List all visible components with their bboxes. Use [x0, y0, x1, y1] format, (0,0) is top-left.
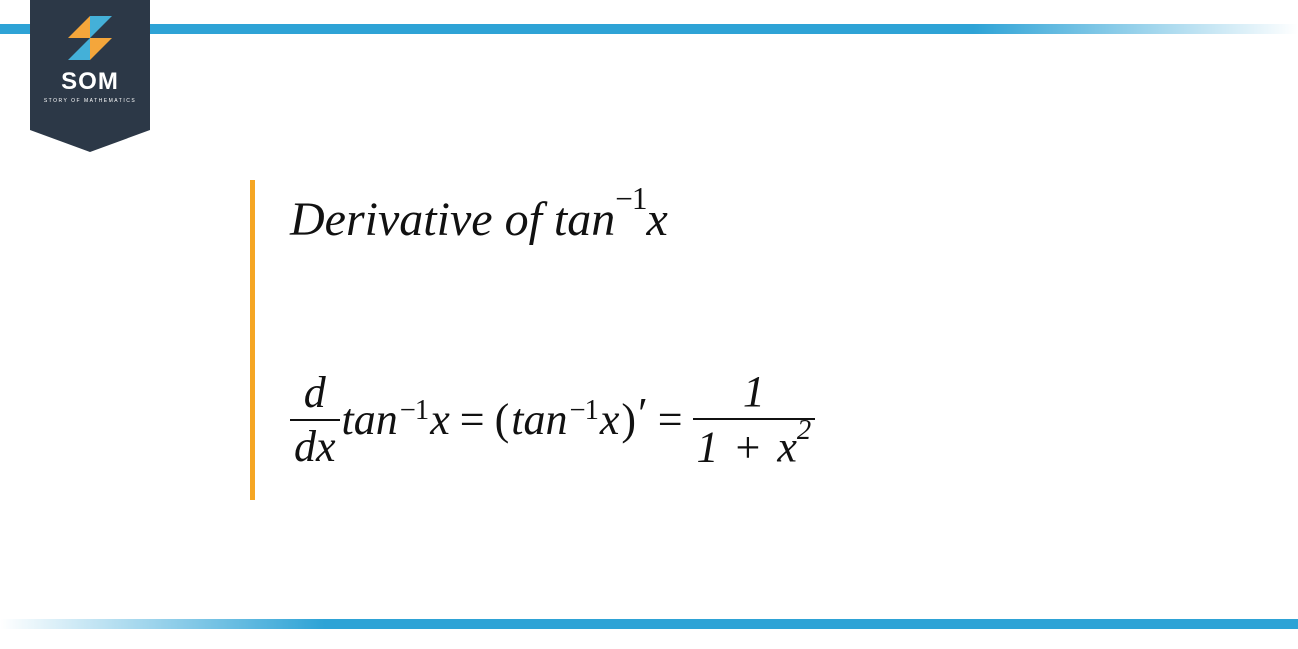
brand-tagline: STORY OF MATHEMATICS [44, 98, 136, 104]
lhs-exp: −1 [400, 395, 428, 427]
lhs-fn: tan [342, 394, 398, 445]
title-fn: tan [554, 193, 615, 246]
den-one: 1 [697, 423, 719, 472]
den-plus: + [730, 423, 767, 472]
ddx-operator: d dx [290, 371, 340, 469]
lparen: ( [495, 394, 510, 445]
section-divider [250, 180, 255, 500]
title-exponent: −1 [615, 181, 646, 216]
brand-logo-icon [68, 16, 112, 60]
title-prefix-text: Derivative of [290, 193, 554, 246]
top-accent-bar [0, 24, 1298, 34]
den-sq: 2 [797, 415, 811, 446]
bottom-accent-bar [0, 619, 1298, 629]
equals-1: = [452, 394, 493, 445]
equals-2: = [650, 394, 691, 445]
mid-var: x [600, 394, 620, 445]
result-num: 1 [739, 370, 769, 418]
lhs-var: x [430, 394, 450, 445]
ddx-den: dx [290, 419, 340, 469]
mid-fn: tan [511, 394, 567, 445]
rparen: ) [621, 394, 636, 445]
result-fraction: 1 1 + x2 [693, 370, 816, 470]
prime-mark: ′ [638, 388, 648, 439]
title-var: x [646, 193, 667, 246]
title-heading: Derivative of tan−1x [290, 190, 668, 247]
mid-exp: −1 [569, 395, 597, 427]
brand-badge: SOM STORY OF MATHEMATICS [30, 0, 150, 130]
ddx-num: d [300, 371, 330, 419]
brand-name: SOM [61, 68, 119, 96]
derivative-formula: d dx tan−1x = (tan−1x)′ = 1 1 + x2 [290, 370, 815, 470]
result-den: 1 + x2 [693, 418, 816, 470]
den-var: x [777, 423, 797, 472]
